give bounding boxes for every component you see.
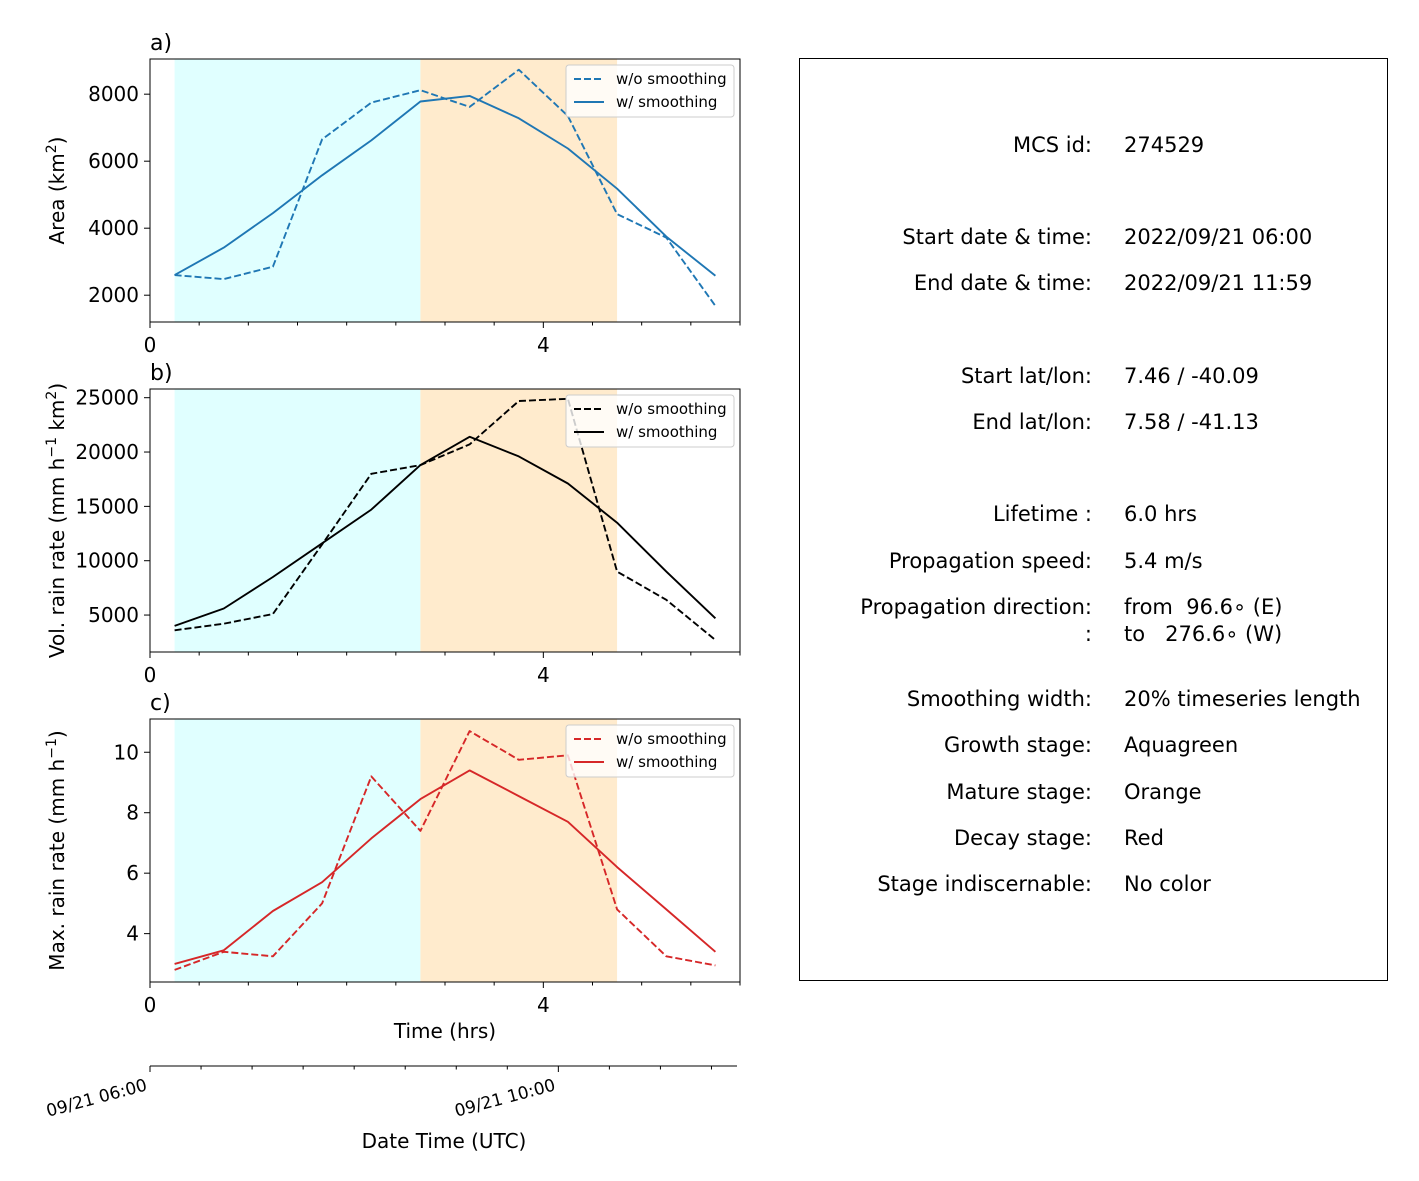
x-tick-label: 0 [144,333,157,357]
y-label-text: ) [45,383,69,391]
y-label-superscript: −1 [44,738,60,759]
y-label-text: Max. rain rate (mm h [45,759,69,971]
legend-label: w/o smoothing [616,70,727,88]
info-label: Smoothing width: [906,687,1092,711]
info-label: End date & time: [913,271,1092,295]
x-tick-label: 4 [537,993,550,1017]
legend-label: w/o smoothing [616,730,727,748]
x-tick-label: 4 [537,333,550,357]
growth-stage-band [174,389,421,652]
info-value: to 276.6∘ (W) [1124,622,1283,646]
info-value: 2022/09/21 06:00 [1124,225,1313,249]
series-line-raw [174,730,716,971]
y-tick-label: 8 [126,801,139,825]
y-tick-label: 2000 [88,283,139,307]
info-label: End lat/lon: [972,410,1092,434]
x-tick-label: 0 [144,993,157,1017]
y-label-text: km [45,400,69,437]
y-tick-label: 4 [126,922,139,946]
y-tick-label: 8000 [88,82,139,106]
y-label-text: ) [45,137,69,145]
info-label: Growth stage: [943,733,1092,757]
y-label-text: Area (km [45,153,69,244]
y-tick-label: 25000 [75,386,139,410]
legend-label: w/ smoothing [616,423,717,441]
x-tick-label: 0 [144,663,157,687]
series-line-smoothed [174,769,717,965]
chart-panel-3: 4 6 8 10 0 4 c) Max. rain rate (mm h−1) Time (hr… [44,691,741,1043]
chart-panel-2: 5000 10000 15000 20000 25000 0 4 b) Vol. rain ra… [44,361,741,687]
info-value: Orange [1124,780,1202,804]
info-value: 2022/09/21 11:59 [1124,271,1313,295]
y-tick-label: 4000 [88,216,139,240]
legend-box [565,724,735,778]
panel-label: c) [150,691,171,716]
y-label-superscript: 2 [44,144,60,153]
info-value: No color [1124,872,1211,896]
legend-label: w/o smoothing [616,400,727,418]
info-value: 20% timeseries length [1124,687,1361,711]
legend: w/o smoothing w/ smoothing [565,724,735,778]
growth-stage-band [174,59,421,322]
info-label: Propagation speed: [888,549,1092,573]
datetime-axis-label: Date Time (UTC) [362,1129,527,1153]
legend-label: w/ smoothing [616,93,717,111]
info-label: MCS id: [1012,133,1092,157]
info-label: Lifetime : [992,502,1092,526]
mcs-info-panel: MCS id: 274529 Start date & time: 2022/0… [799,58,1388,981]
legend: w/o smoothing w/ smoothing [565,64,735,118]
info-value: 6.0 hrs [1124,502,1197,526]
datetime-tick-label: 09/21 10:00 [453,1076,558,1122]
info-label: Start date & time: [902,225,1092,249]
info-value: from 96.6∘ (E) [1124,595,1283,619]
y-axis-label: Area (km2) [44,137,69,245]
y-axis-label: Max. rain rate (mm h−1) [44,730,69,970]
series-line-raw [174,397,717,641]
datetime-tick-label: 09/21 06:00 [44,1076,149,1122]
y-axis-label: Vol. rain rate (mm h−1 km2) [44,383,69,658]
panel-label: b) [150,361,173,386]
info-value: 5.4 m/s [1124,549,1203,573]
x-tick-label: 4 [537,663,550,687]
info-value: 7.46 / -40.09 [1124,364,1259,388]
y-tick-label: 6 [126,861,139,885]
x-axis-label: Time (hrs) [393,1019,496,1043]
y-tick-label: 20000 [75,440,139,464]
y-tick-label: 5000 [88,603,139,627]
info-label: : [1084,622,1092,646]
y-label-text: Vol. rain rate (mm h [45,458,69,659]
info-value: 274529 [1124,133,1205,157]
info-value: 7.58 / -41.13 [1124,410,1259,434]
legend-box [565,394,735,448]
info-label: Mature stage: [946,780,1092,804]
y-tick-label: 10000 [75,549,139,573]
info-label: Decay stage: [954,826,1092,850]
y-tick-label: 10 [114,740,139,764]
series-line-smoothed [174,435,717,627]
info-label: Propagation direction: [860,595,1092,619]
y-label-superscript: −1 [44,437,60,458]
info-value: Aquagreen [1124,733,1239,757]
legend-box [565,64,735,118]
growth-stage-band [174,719,421,982]
info-value: Red [1124,826,1164,850]
y-label-superscript: 2 [44,391,60,400]
legend-label: w/ smoothing [616,753,717,771]
info-label: Start lat/lon: [960,364,1092,388]
series-line-smoothed [174,94,716,277]
datetime-axis: 09/21 06:00 09/21 10:00 Date Time (UTC) [44,1065,737,1153]
chart-panel-1: 2000 4000 6000 8000 0 4 a) Area (km2) w/o smooth… [44,31,741,357]
y-label-text: ) [45,730,69,738]
info-label: Stage indiscernable: [877,872,1092,896]
legend: w/o smoothing w/ smoothing [565,394,735,448]
y-tick-label: 6000 [88,149,139,173]
panel-label: a) [150,31,172,56]
y-tick-label: 15000 [75,494,139,518]
